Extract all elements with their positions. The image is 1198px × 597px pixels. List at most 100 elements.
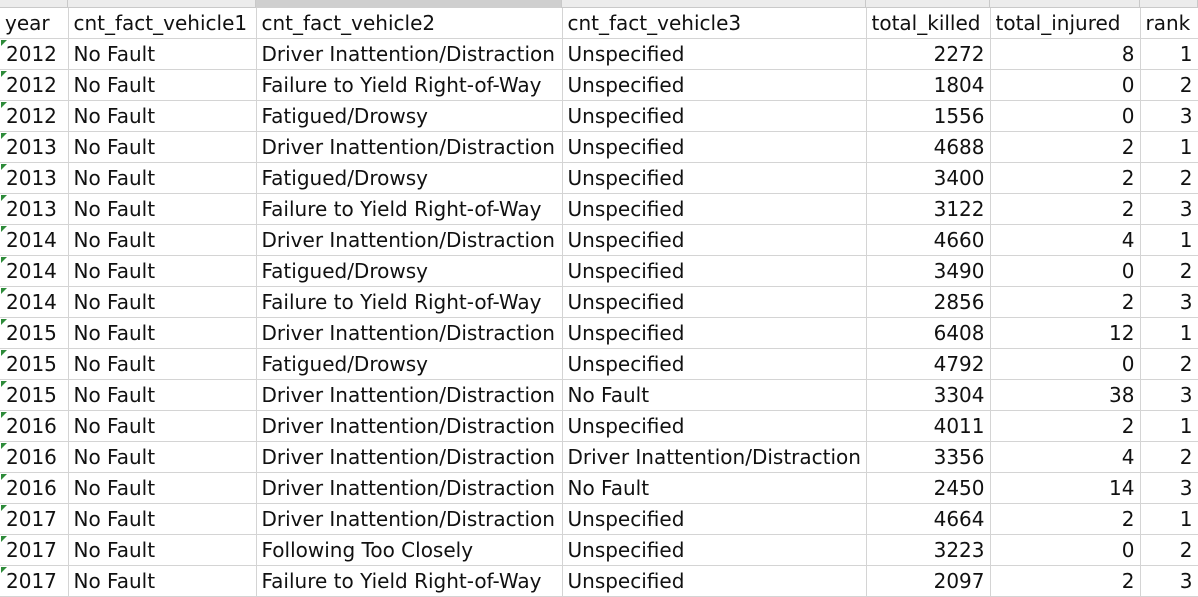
injured-cell[interactable]: 14 [990, 472, 1141, 504]
vehicle1-cell[interactable]: No Fault [68, 565, 257, 597]
vehicle3-cell[interactable]: Unspecified [562, 69, 867, 101]
killed-cell[interactable]: 3122 [866, 193, 991, 225]
header-cell-total-killed[interactable]: total_killed [866, 8, 991, 39]
vehicle1-cell[interactable]: No Fault [68, 193, 257, 225]
column-header-f[interactable] [990, 0, 1140, 8]
year-cell[interactable]: 2015 [0, 317, 69, 349]
year-cell[interactable]: 2016 [0, 441, 69, 473]
killed-cell[interactable]: 3356 [866, 441, 991, 473]
vehicle1-cell[interactable]: No Fault [68, 441, 257, 473]
vehicle1-cell[interactable]: No Fault [68, 503, 257, 535]
vehicle2-cell[interactable]: Driver Inattention/Distraction [256, 317, 563, 349]
rank-cell[interactable]: 1 [1140, 224, 1198, 256]
vehicle1-cell[interactable]: No Fault [68, 38, 257, 70]
rank-cell[interactable]: 3 [1140, 565, 1198, 597]
year-cell[interactable]: 2016 [0, 410, 69, 442]
injured-cell[interactable]: 0 [990, 534, 1141, 566]
vehicle3-cell[interactable]: Unspecified [562, 503, 867, 535]
vehicle1-cell[interactable]: No Fault [68, 472, 257, 504]
column-header-e[interactable] [866, 0, 990, 8]
killed-cell[interactable]: 4660 [866, 224, 991, 256]
rank-cell[interactable]: 3 [1140, 286, 1198, 318]
vehicle3-cell[interactable]: Driver Inattention/Distraction [562, 441, 867, 473]
vehicle1-cell[interactable]: No Fault [68, 286, 257, 318]
header-cell-total-injured[interactable]: total_injured [990, 8, 1141, 39]
year-cell[interactable]: 2013 [0, 131, 69, 163]
column-header-g[interactable] [1140, 0, 1198, 8]
spreadsheet-grid[interactable]: year cnt_fact_vehicle1 cnt_fact_vehicle2… [0, 8, 1198, 597]
vehicle3-cell[interactable]: Unspecified [562, 38, 867, 70]
injured-cell[interactable]: 0 [990, 69, 1141, 101]
injured-cell[interactable]: 38 [990, 379, 1141, 411]
rank-cell[interactable]: 2 [1140, 162, 1198, 194]
vehicle1-cell[interactable]: No Fault [68, 69, 257, 101]
vehicle2-cell[interactable]: Driver Inattention/Distraction [256, 410, 563, 442]
killed-cell[interactable]: 2097 [866, 565, 991, 597]
header-cell-cnt-fact-vehicle2[interactable]: cnt_fact_vehicle2 [256, 8, 563, 39]
injured-cell[interactable]: 0 [990, 100, 1141, 132]
vehicle2-cell[interactable]: Fatigued/Drowsy [256, 348, 563, 380]
year-cell[interactable]: 2017 [0, 565, 69, 597]
vehicle3-cell[interactable]: Unspecified [562, 534, 867, 566]
vehicle1-cell[interactable]: No Fault [68, 131, 257, 163]
injured-cell[interactable]: 0 [990, 255, 1141, 287]
rank-cell[interactable]: 3 [1140, 379, 1198, 411]
injured-cell[interactable]: 2 [990, 162, 1141, 194]
killed-cell[interactable]: 2856 [866, 286, 991, 318]
vehicle1-cell[interactable]: No Fault [68, 255, 257, 287]
year-cell[interactable]: 2013 [0, 193, 69, 225]
killed-cell[interactable]: 1804 [866, 69, 991, 101]
vehicle1-cell[interactable]: No Fault [68, 100, 257, 132]
vehicle3-cell[interactable]: Unspecified [562, 162, 867, 194]
vehicle2-cell[interactable]: Driver Inattention/Distraction [256, 472, 563, 504]
year-cell[interactable]: 2017 [0, 534, 69, 566]
injured-cell[interactable]: 0 [990, 348, 1141, 380]
killed-cell[interactable]: 3490 [866, 255, 991, 287]
injured-cell[interactable]: 2 [990, 410, 1141, 442]
killed-cell[interactable]: 3400 [866, 162, 991, 194]
rank-cell[interactable]: 3 [1140, 193, 1198, 225]
vehicle2-cell[interactable]: Driver Inattention/Distraction [256, 131, 563, 163]
rank-cell[interactable]: 1 [1140, 410, 1198, 442]
rank-cell[interactable]: 3 [1140, 472, 1198, 504]
rank-cell[interactable]: 3 [1140, 100, 1198, 132]
killed-cell[interactable]: 4792 [866, 348, 991, 380]
vehicle1-cell[interactable]: No Fault [68, 348, 257, 380]
rank-cell[interactable]: 2 [1140, 441, 1198, 473]
vehicle3-cell[interactable]: Unspecified [562, 224, 867, 256]
killed-cell[interactable]: 4011 [866, 410, 991, 442]
vehicle3-cell[interactable]: No Fault [562, 472, 867, 504]
vehicle3-cell[interactable]: Unspecified [562, 317, 867, 349]
column-header-a[interactable] [0, 0, 68, 8]
year-cell[interactable]: 2014 [0, 255, 69, 287]
vehicle2-cell[interactable]: Failure to Yield Right-of-Way [256, 565, 563, 597]
rank-cell[interactable]: 1 [1140, 131, 1198, 163]
killed-cell[interactable]: 4688 [866, 131, 991, 163]
injured-cell[interactable]: 12 [990, 317, 1141, 349]
vehicle3-cell[interactable]: Unspecified [562, 131, 867, 163]
year-cell[interactable]: 2012 [0, 100, 69, 132]
rank-cell[interactable]: 2 [1140, 534, 1198, 566]
year-cell[interactable]: 2013 [0, 162, 69, 194]
vehicle2-cell[interactable]: Fatigued/Drowsy [256, 255, 563, 287]
vehicle2-cell[interactable]: Driver Inattention/Distraction [256, 38, 563, 70]
year-cell[interactable]: 2015 [0, 348, 69, 380]
vehicle1-cell[interactable]: No Fault [68, 162, 257, 194]
year-cell[interactable]: 2015 [0, 379, 69, 411]
injured-cell[interactable]: 8 [990, 38, 1141, 70]
vehicle3-cell[interactable]: Unspecified [562, 565, 867, 597]
injured-cell[interactable]: 4 [990, 224, 1141, 256]
injured-cell[interactable]: 2 [990, 503, 1141, 535]
rank-cell[interactable]: 2 [1140, 348, 1198, 380]
killed-cell[interactable]: 2450 [866, 472, 991, 504]
vehicle1-cell[interactable]: No Fault [68, 379, 257, 411]
killed-cell[interactable]: 6408 [866, 317, 991, 349]
vehicle1-cell[interactable]: No Fault [68, 224, 257, 256]
vehicle3-cell[interactable]: No Fault [562, 379, 867, 411]
rank-cell[interactable]: 2 [1140, 69, 1198, 101]
rank-cell[interactable]: 1 [1140, 503, 1198, 535]
header-cell-year[interactable]: year [0, 8, 69, 39]
year-cell[interactable]: 2014 [0, 224, 69, 256]
column-header-c[interactable] [256, 0, 562, 8]
vehicle2-cell[interactable]: Driver Inattention/Distraction [256, 503, 563, 535]
